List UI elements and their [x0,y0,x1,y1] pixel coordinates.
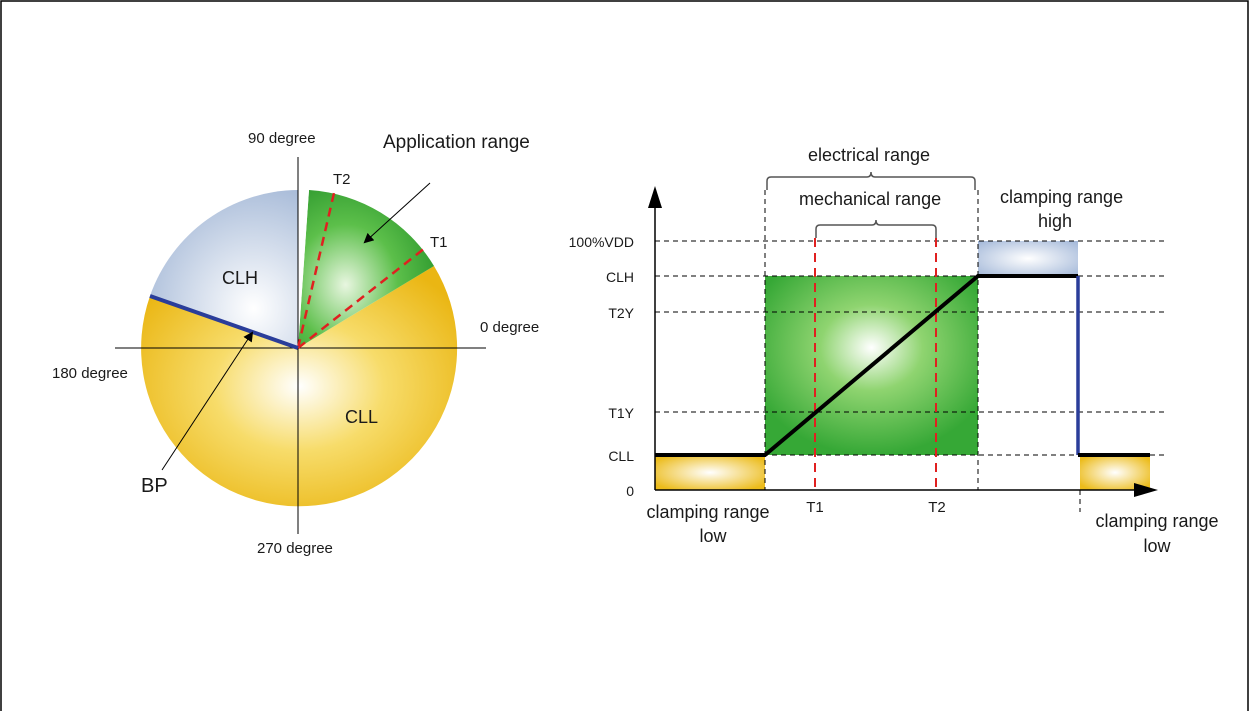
label-clamping-low-right-2: low [1143,536,1171,556]
label-180-degree: 180 degree [52,365,128,382]
xtick-t2: T2 [928,499,946,516]
gap-slice [298,189,309,348]
label-90-degree: 90 degree [248,130,316,147]
label-0-degree: 0 degree [480,319,539,336]
label-clamping-high-1: clamping range [1000,187,1123,207]
application-range-arrow [363,182,431,244]
label-clamping-low-left-1: clamping range [646,502,769,522]
label-application-range: Application range [383,132,530,153]
ytick-t2y: T2Y [608,305,634,321]
label-clamping-high-2: high [1038,211,1072,231]
t2-dashed-line [296,192,336,349]
label-t2: T2 [333,171,351,188]
ytick-100vdd: 100%VDD [569,234,634,250]
application-range-sector [298,190,434,348]
mechanical-range-brace [815,219,937,238]
ytick-cll: CLL [608,448,634,464]
y-axis-arrow-icon [648,186,662,208]
ytick-t1y: T1Y [608,405,634,421]
label-clamping-low-right-1: clamping range [1095,511,1218,531]
t1-dashed-line [297,247,426,349]
xtick-t1: T1 [806,499,824,516]
label-mechanical-range: mechanical range [799,189,941,209]
label-t1: T1 [430,234,448,251]
bp-line [149,294,299,350]
ytick-zero: 0 [626,483,634,499]
angle-circle: 90 degree 0 degree 180 degree 270 degree… [52,130,539,557]
bp-arrow [161,331,254,471]
label-270-degree: 270 degree [257,540,333,557]
clamping-low-right-box [1080,455,1150,490]
ytick-clh: CLH [606,269,634,285]
clamping-high-box [978,241,1078,276]
transfer-curve [655,274,1078,457]
transfer-graph: electrical range mechanical range clampi… [569,145,1219,556]
electrical-range-brace [766,171,976,190]
label-bp: BP [141,475,168,497]
label-cll: CLL [345,407,378,427]
cll-sector [141,266,458,507]
x-guides [764,190,1081,512]
label-clamping-low-left-2: low [699,526,727,546]
label-electrical-range: electrical range [808,145,930,165]
label-clh: CLH [222,268,258,288]
x-axis-arrow-icon [1134,483,1158,497]
clamping-low-left-box [655,455,765,490]
